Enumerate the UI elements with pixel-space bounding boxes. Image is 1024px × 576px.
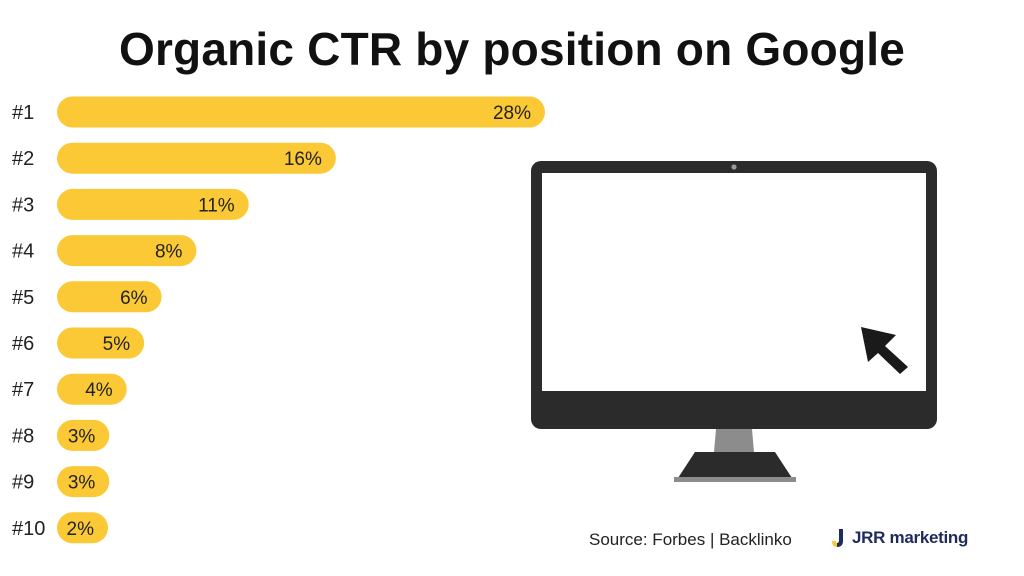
bar-chart: #1 28% #2 16% #3 11% #4 8% #5 6% #6 5% #7 4% #8 3% #9 3% #… xyxy=(12,96,545,544)
brand-logo: JRR marketing xyxy=(828,527,968,549)
category-label: #3 xyxy=(12,194,34,216)
value-label: 16% xyxy=(284,149,322,170)
monitor-with-cursor-icon xyxy=(531,161,937,482)
category-label: #5 xyxy=(12,287,34,309)
bar xyxy=(57,327,145,359)
category-label: #9 xyxy=(12,472,34,494)
monitor-screen xyxy=(542,173,926,391)
category-label: #2 xyxy=(12,148,34,170)
bar xyxy=(57,373,127,405)
value-label: 5% xyxy=(103,334,131,355)
monitor-base xyxy=(678,452,792,478)
bar xyxy=(57,235,197,267)
value-label: 2% xyxy=(67,519,95,540)
category-label: #8 xyxy=(12,425,34,447)
bar xyxy=(57,419,110,451)
category-label: #6 xyxy=(12,333,34,355)
value-label: 3% xyxy=(68,473,96,494)
bar xyxy=(57,188,249,220)
bar xyxy=(57,281,162,313)
value-label: 4% xyxy=(85,380,113,401)
value-label: 28% xyxy=(493,103,531,124)
brand-name: JRR marketing xyxy=(852,528,969,547)
category-label: #4 xyxy=(12,241,34,263)
jrr-logo-icon xyxy=(832,529,843,547)
source-note: Source: Forbes | Backlinko xyxy=(589,530,792,549)
cursor-arrow-icon xyxy=(861,327,908,374)
value-label: 11% xyxy=(198,195,235,216)
monitor-neck xyxy=(714,429,754,452)
category-label: #10 xyxy=(12,518,45,540)
category-label: #1 xyxy=(12,102,34,124)
bar xyxy=(57,466,110,498)
bar xyxy=(57,512,108,544)
value-label: 3% xyxy=(68,426,96,447)
category-label: #7 xyxy=(12,379,34,401)
chart-title: Organic CTR by position on Google xyxy=(118,23,906,75)
value-label: 6% xyxy=(120,288,148,309)
bar xyxy=(57,142,336,174)
value-label: 8% xyxy=(155,242,183,263)
webcam-dot xyxy=(731,164,737,170)
monitor-base-shadow xyxy=(674,477,796,482)
bar xyxy=(57,96,545,128)
